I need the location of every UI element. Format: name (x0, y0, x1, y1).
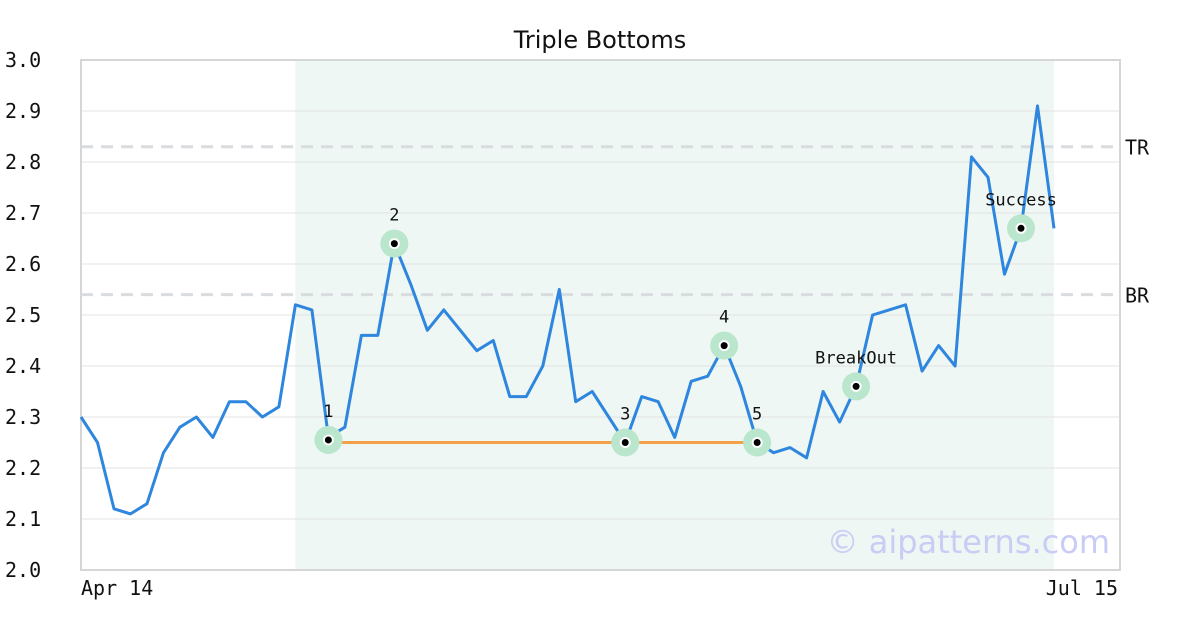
y-tick-label: 2.4 (5, 354, 41, 378)
point-dot-3 (621, 439, 629, 446)
level-lines: TR BR (81, 136, 1150, 308)
point-dot-4 (720, 342, 728, 350)
y-tick-label: 2.7 (5, 201, 41, 225)
point-dot-2 (390, 240, 398, 248)
point-dot-1 (324, 436, 332, 444)
y-tick-label: 2.1 (5, 507, 41, 531)
y-tick-label: 2.9 (5, 99, 41, 123)
x-tick-end: Jul 15 (1046, 576, 1118, 600)
point-label-success: Success (985, 190, 1057, 210)
point-label-2: 2 (389, 206, 399, 226)
plot-frame (80, 59, 1121, 571)
chart-title: Triple Bottoms (513, 26, 687, 54)
watermark: © aipatterns.com (827, 523, 1110, 561)
y-tick-label: 2.2 (5, 456, 41, 480)
point-label-breakout: BreakOut (815, 348, 897, 368)
point-label-3: 3 (620, 405, 630, 425)
pattern-points: 1 2 3 4 5 BreakOut Success (314, 190, 1057, 457)
point-label-1: 1 (323, 402, 333, 422)
y-tick-label: 2.6 (5, 252, 41, 276)
y-tick-label: 2.0 (5, 558, 41, 582)
x-tick-start: Apr 14 (81, 576, 153, 600)
point-label-5: 5 (752, 405, 762, 425)
point-label-4: 4 (719, 308, 729, 328)
y-tick-label: 2.3 (5, 405, 41, 429)
y-tick-label: 2.5 (5, 303, 41, 327)
y-tick-label: 3.0 (5, 48, 41, 72)
price-series-line (79, 104, 1056, 516)
point-dot-5 (753, 439, 761, 446)
point-dot-breakout (852, 382, 860, 390)
y-tick-label: 2.8 (5, 150, 41, 174)
level-label-tr: TR (1125, 136, 1150, 160)
level-label-br: BR (1125, 284, 1150, 308)
y-axis-ticks: 2.0 2.1 2.2 2.3 2.4 2.5 2.6 2.7 2.8 2.9 3.0 (5, 48, 41, 582)
point-dot-success (1017, 224, 1025, 232)
